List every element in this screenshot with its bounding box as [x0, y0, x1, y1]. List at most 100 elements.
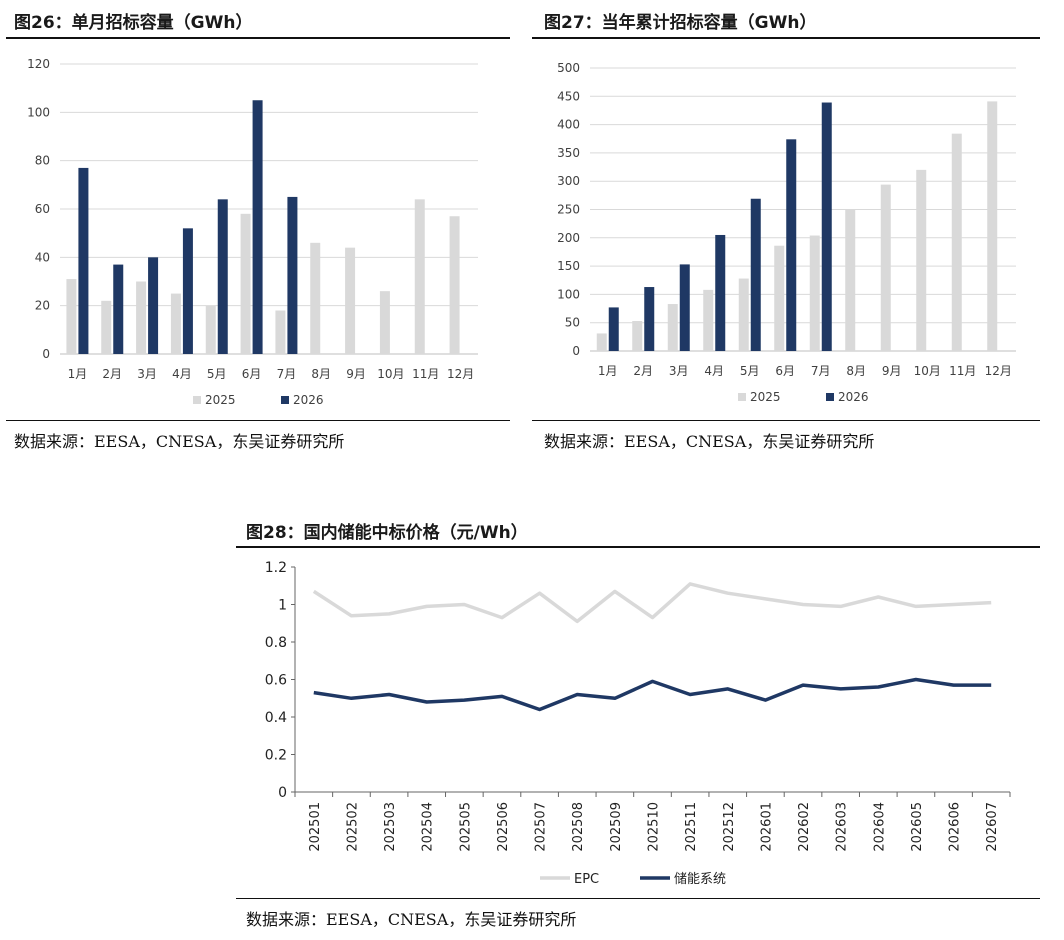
x-tick-label: 202604	[872, 802, 887, 852]
figure-27-title: 图27：当年累计招标容量（GWh）	[544, 13, 817, 33]
x-tick-label: 9月	[882, 364, 902, 378]
bar-2025-1月	[66, 279, 77, 354]
y-tick-label: 20	[35, 299, 50, 313]
figure-27-bottom-rule	[532, 420, 1040, 421]
x-tick-label: 202512	[722, 802, 737, 852]
x-tick-label: 6月	[775, 364, 795, 378]
legend-swatch-2026	[826, 393, 834, 401]
bar-2025-9月	[880, 184, 891, 351]
x-tick-label: 202506	[496, 802, 511, 852]
bar-2026-5月	[217, 199, 228, 354]
bar-2026-6月	[252, 100, 263, 354]
y-tick-label: 1.2	[265, 560, 287, 576]
x-tick-label: 202605	[910, 802, 925, 852]
legend-label-2026: 2026	[838, 390, 869, 404]
x-tick-label: 3月	[137, 367, 157, 381]
y-tick-label: 0	[572, 344, 580, 358]
y-tick-label: 350	[557, 146, 580, 160]
figure-26-source: 数据来源：EESA，CNESA，东吴证券研究所	[14, 432, 345, 451]
x-tick-label: 202503	[383, 802, 398, 852]
x-tick-label: 202607	[985, 802, 1000, 852]
x-tick-label: 4月	[172, 367, 192, 381]
y-tick-label: 0.8	[265, 635, 287, 651]
x-tick-label: 202511	[684, 802, 699, 852]
x-tick-label: 202507	[534, 802, 549, 852]
y-tick-label: 200	[557, 231, 580, 245]
x-tick-label: 202501	[308, 802, 323, 852]
figure-26-chart: 0 20 40 60 80 100 120 1月 2月 3月 4月 5月 6月 7月 8月 9月 10月 11月 1…	[27, 57, 478, 407]
bar-2025-4月	[170, 293, 181, 354]
x-tick-label: 202502	[345, 802, 360, 852]
y-tick-label: 150	[557, 259, 580, 273]
x-tick-label: 202602	[797, 802, 812, 852]
bar-2026-4月	[715, 234, 726, 351]
bar-2025-10月	[379, 291, 390, 354]
bar-2026-6月	[786, 139, 797, 351]
x-tick-label: 2月	[102, 367, 122, 381]
bar-2025-5月	[738, 278, 749, 351]
legend-swatch-2025	[193, 396, 201, 404]
y-tick-label: 0.2	[265, 748, 287, 764]
bar-2026-2月	[113, 264, 124, 354]
y-tick-label: 0	[42, 347, 50, 361]
x-tick-label: 202601	[759, 802, 774, 852]
legend-label-2025: 2025	[205, 393, 236, 407]
bar-2025-5月	[205, 305, 216, 354]
bar-2025-8月	[845, 209, 856, 351]
bar-2026-2月	[644, 287, 655, 351]
legend-label-2025: 2025	[750, 390, 781, 404]
bar-2026-1月	[608, 307, 619, 351]
y-tick-label: 50	[565, 316, 580, 330]
bar-2026-7月	[287, 196, 298, 354]
y-tick-label: 60	[35, 202, 50, 216]
bar-2025-4月	[703, 289, 714, 351]
figure-27-top-rule	[532, 37, 1040, 39]
bar-2025-7月	[809, 235, 820, 351]
x-tick-label: 7月	[277, 367, 297, 381]
x-tick-label: 11月	[412, 367, 439, 381]
figure-26-title: 图26：单月招标容量（GWh）	[14, 13, 253, 33]
figure-26-bottom-rule	[6, 420, 510, 421]
bar-2025-8月	[310, 242, 321, 354]
bar-2026-7月	[821, 102, 832, 351]
x-tick-label: 9月	[346, 367, 366, 381]
bar-2025-11月	[951, 133, 962, 351]
figure-28-source: 数据来源：EESA，CNESA，东吴证券研究所	[246, 910, 577, 929]
y-tick-label: 400	[557, 118, 580, 132]
bar-2026-5月	[750, 198, 761, 351]
legend-label-EPC: EPC	[574, 872, 599, 887]
legend-swatch-2026	[281, 396, 289, 404]
bar-2025-1月	[596, 333, 607, 351]
bar-2025-12月	[449, 216, 460, 354]
x-tick-label: 1月	[598, 364, 618, 378]
figure-28-bottom-rule	[236, 898, 1040, 899]
x-tick-label: 8月	[311, 367, 331, 381]
legend-label-储能系统: 储能系统	[674, 872, 726, 887]
y-tick-label: 0.6	[265, 673, 287, 689]
y-tick-label: 40	[35, 250, 50, 264]
x-tick-label: 4月	[704, 364, 724, 378]
y-tick-label: 80	[35, 154, 50, 168]
x-tick-label: 3月	[669, 364, 689, 378]
x-tick-label: 202504	[421, 802, 436, 852]
bar-2025-7月	[275, 310, 286, 354]
x-tick-label: 5月	[207, 367, 227, 381]
bar-2025-3月	[136, 281, 147, 354]
bar-2026-3月	[679, 264, 690, 351]
y-tick-label: 0.4	[265, 710, 287, 726]
y-tick-label: 0	[278, 785, 287, 801]
figure-27-chart: 0 50 100 150 200 250 300 350 400 450 500 1月 2月 3月 4月 5月…	[557, 61, 1016, 404]
bar-2025-2月	[632, 321, 643, 351]
x-tick-label: 7月	[811, 364, 831, 378]
y-tick-label: 450	[557, 89, 580, 103]
bar-2026-3月	[148, 257, 159, 354]
y-tick-label: 250	[557, 203, 580, 217]
x-tick-label: 202510	[647, 802, 662, 852]
bar-2025-6月	[240, 213, 251, 354]
bar-2025-12月	[987, 101, 998, 351]
bar-2025-9月	[345, 247, 356, 354]
x-tick-label: 11月	[949, 364, 976, 378]
bar-2025-2月	[101, 300, 112, 354]
x-tick-label: 12月	[985, 364, 1012, 378]
bar-2026-1月	[78, 167, 89, 354]
